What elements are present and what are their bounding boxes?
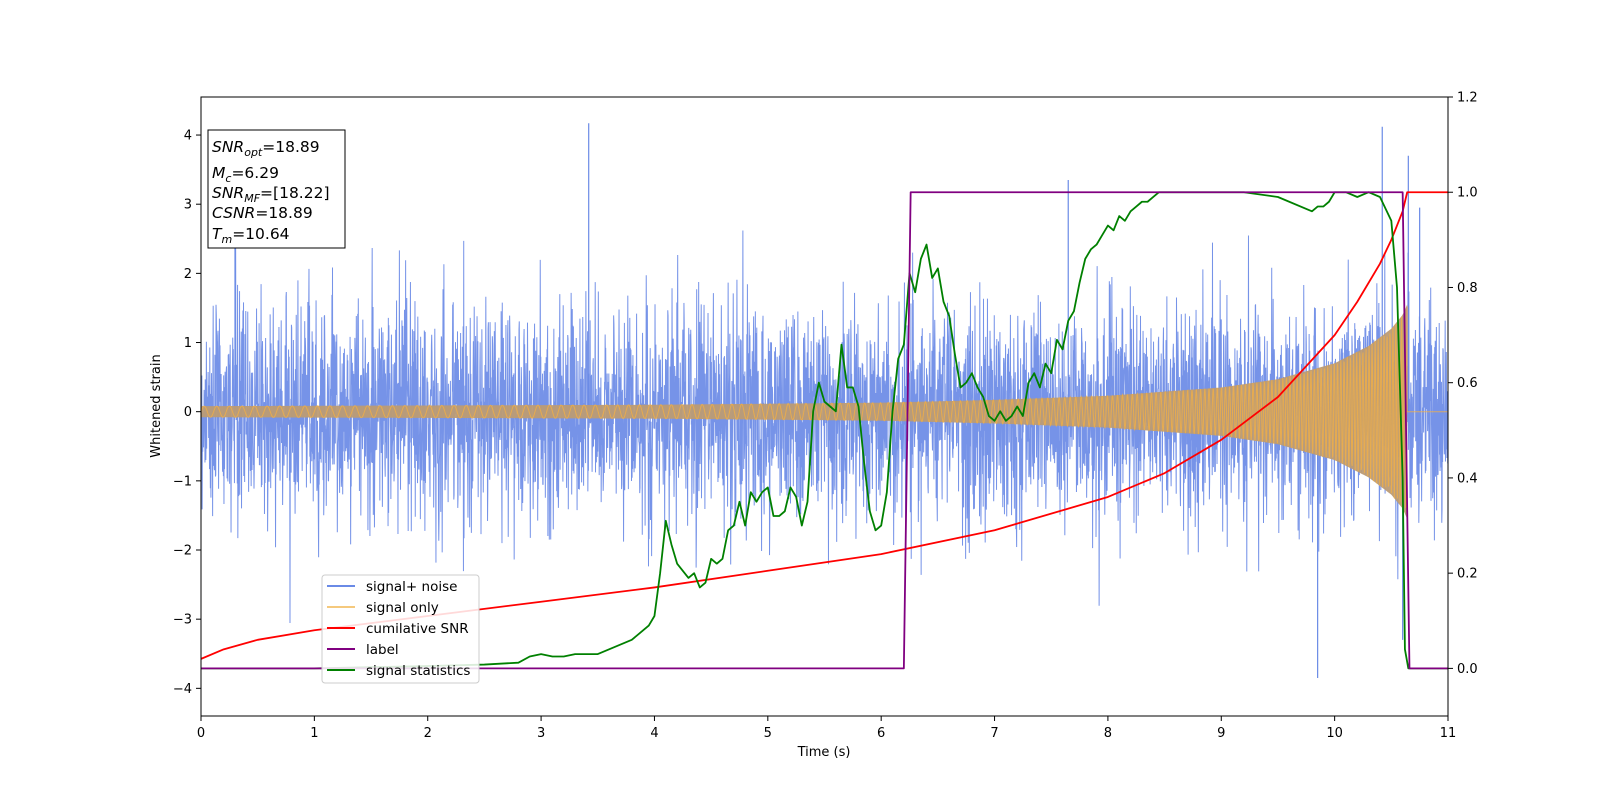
info-csnr: CSNR=18.89 bbox=[212, 204, 313, 222]
legend-entry: signal statistics bbox=[366, 663, 470, 679]
x-tick-label: 11 bbox=[1440, 726, 1457, 741]
y-right-tick-label: 0.2 bbox=[1457, 567, 1478, 582]
info-tm: Tm=10.64 bbox=[212, 225, 290, 246]
y-left-tick-label: 3 bbox=[184, 198, 192, 213]
legend-entry: label bbox=[366, 642, 399, 658]
x-tick-label: 4 bbox=[650, 726, 658, 741]
y-left-tick-label: 1 bbox=[184, 336, 192, 351]
legend-frame bbox=[321, 574, 480, 684]
legend-entry: signal+ noise bbox=[366, 579, 457, 595]
y-right-tick-label: 1.0 bbox=[1457, 186, 1478, 201]
y-right-tick-label: 0.8 bbox=[1457, 281, 1478, 296]
x-tick-label: 2 bbox=[424, 726, 432, 741]
info-snr-opt: SNRopt=18.89 bbox=[212, 138, 320, 159]
y-left-tick-label: −1 bbox=[173, 474, 192, 489]
x-axis-label: Time (s) bbox=[797, 745, 851, 760]
x-tick-label: 0 bbox=[197, 726, 205, 741]
plot-frame bbox=[200, 96, 1449, 717]
y-axis-left: −4 −3 −2 −1 0 1 2 3 4 bbox=[173, 129, 201, 697]
y-left-tick-label: 0 bbox=[184, 405, 192, 420]
x-tick-label: 3 bbox=[537, 726, 545, 741]
legend: signal+ noise signal only cumilative SNR la… bbox=[321, 574, 480, 684]
legend-entry: cumilative SNR bbox=[366, 621, 469, 637]
series-signal-only-line bbox=[201, 306, 1448, 510]
info-box: SNRopt=18.89 Mc=6.29 SNRMF=[18.22] CSNR=… bbox=[207, 129, 346, 249]
x-tick-label: 1 bbox=[310, 726, 318, 741]
y-left-tick-label: −2 bbox=[173, 544, 192, 559]
x-tick-label: 5 bbox=[764, 726, 772, 741]
y-axis-right: 0.0 0.2 0.4 0.6 0.8 1.0 1.2 bbox=[1448, 91, 1478, 677]
y-left-tick-label: 2 bbox=[184, 267, 192, 282]
info-mc: Mc=6.29 bbox=[212, 164, 279, 185]
x-tick-label: 7 bbox=[990, 726, 998, 741]
x-axis: 0 1 2 3 4 5 6 7 8 9 10 11 bbox=[197, 716, 1456, 741]
y-right-tick-label: 0.4 bbox=[1457, 471, 1478, 486]
x-tick-label: 6 bbox=[877, 726, 885, 741]
info-box-frame bbox=[207, 129, 346, 249]
y-right-tick-label: 0.0 bbox=[1457, 662, 1478, 677]
y-right-tick-label: 0.6 bbox=[1457, 376, 1478, 391]
info-snr-mf: SNRMF=[18.22] bbox=[212, 184, 330, 205]
x-tick-label: 8 bbox=[1104, 726, 1112, 741]
series-label-line bbox=[201, 191, 1448, 670]
y-left-tick-label: −4 bbox=[173, 682, 192, 697]
x-tick-label: 9 bbox=[1217, 726, 1225, 741]
y-left-tick-label: 4 bbox=[184, 129, 192, 144]
legend-entry: signal only bbox=[366, 600, 439, 616]
y-axis-label: Whitened strain bbox=[149, 354, 164, 457]
x-tick-label: 10 bbox=[1326, 726, 1343, 741]
y-left-tick-label: −3 bbox=[173, 613, 192, 628]
y-right-tick-label: 1.2 bbox=[1457, 91, 1478, 106]
